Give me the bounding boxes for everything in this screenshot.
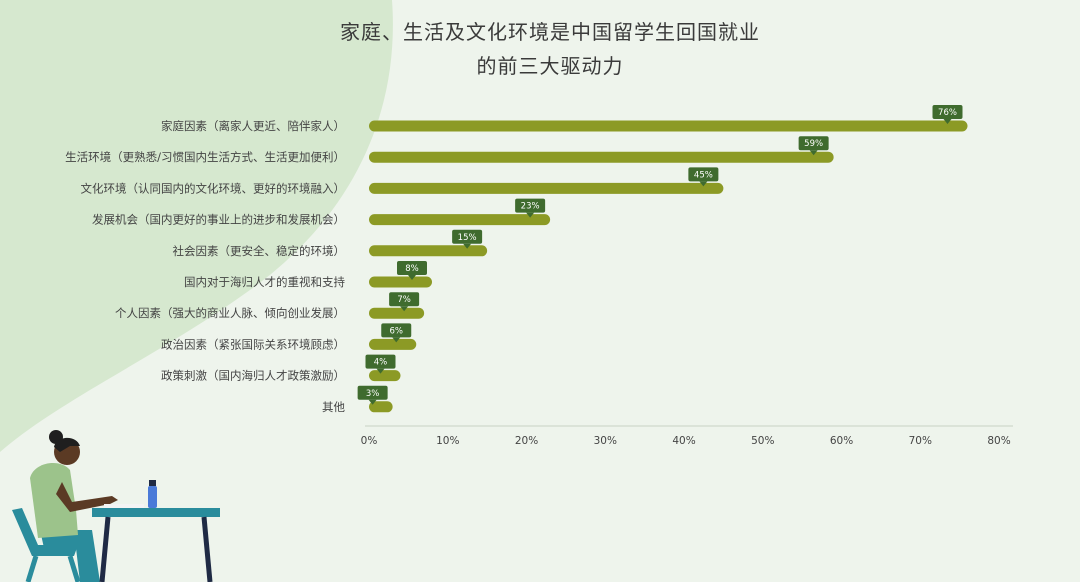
data-label: 7%	[389, 292, 420, 312]
x-tick-label: 30%	[594, 435, 617, 447]
bar	[369, 151, 834, 163]
background-blob	[0, 0, 393, 452]
bar	[369, 182, 724, 194]
data-label-bubble	[389, 292, 420, 307]
data-label-text: 7%	[397, 295, 411, 305]
data-label-pointer	[392, 337, 401, 343]
data-label-text: 8%	[405, 264, 419, 274]
chart-title-line-2: 的前三大驱动力	[476, 54, 624, 78]
data-label-text: 23%	[521, 202, 540, 212]
data-label-pointer	[463, 243, 472, 249]
water-bottle-cap	[149, 480, 156, 486]
data-label-bubble	[798, 136, 829, 151]
category-label: 政策刺激（国内海归人才政策激励）	[161, 369, 345, 383]
data-label-pointer	[526, 212, 535, 218]
data-label-pointer	[400, 306, 409, 312]
x-tick-label: 10%	[436, 435, 459, 447]
bar	[369, 245, 488, 257]
data-label: 6%	[381, 323, 412, 343]
desk-leg	[99, 516, 111, 582]
x-tick-label: 70%	[909, 435, 932, 447]
data-label: 23%	[515, 198, 546, 218]
data-label-pointer	[368, 399, 377, 405]
data-label-bubble	[397, 261, 427, 275]
desk-top	[92, 508, 220, 517]
data-label-bubble	[381, 323, 412, 338]
person-shirt	[30, 463, 78, 538]
data-label-text: 59%	[804, 139, 823, 149]
data-label-text: 15%	[458, 233, 477, 243]
data-label: 76%	[932, 105, 963, 124]
data-label: 3%	[357, 385, 388, 405]
bar	[369, 307, 425, 319]
data-label-text: 6%	[390, 326, 404, 336]
x-tick-label: 0%	[361, 435, 378, 447]
data-label: 59%	[798, 136, 829, 156]
data-label-bubble	[932, 105, 963, 119]
category-label: 文化环境（认同国内的文化环境、更好的环境融入）	[81, 181, 346, 195]
data-label-bubble	[688, 167, 719, 182]
x-tick-label: 40%	[672, 435, 695, 447]
x-tick-label: 20%	[515, 435, 538, 447]
data-label-text: 3%	[366, 389, 380, 399]
x-tick-label: 50%	[751, 435, 774, 447]
data-label-pointer	[408, 275, 416, 280]
chair-leg	[25, 555, 39, 582]
bar	[369, 120, 968, 132]
person-legs	[40, 530, 100, 582]
data-label: 15%	[452, 229, 483, 249]
water-bottle	[148, 486, 157, 508]
category-label: 政治因素（紧张国际关系环境顾虑）	[161, 337, 345, 351]
chair-leg	[67, 555, 81, 582]
bar	[369, 214, 551, 226]
data-label: 8%	[397, 261, 427, 280]
category-label: 国内对于海归人才的重视和支持	[184, 275, 345, 289]
laptop	[104, 504, 144, 508]
data-label-bubble	[452, 229, 483, 244]
category-label: 家庭因素（离家人更近、陪伴家人）	[161, 119, 345, 133]
data-label-pointer	[376, 368, 385, 374]
desk-leg	[201, 516, 213, 582]
category-label: 发展机会（国内更好的事业上的进步和发展机会）	[92, 213, 345, 227]
data-label-text: 4%	[374, 358, 388, 368]
data-label-text: 45%	[694, 170, 713, 180]
person-arm	[56, 482, 118, 512]
person-hair	[54, 437, 80, 452]
category-label: 其他	[322, 400, 345, 414]
bar	[369, 338, 417, 350]
data-label-pointer	[809, 150, 818, 156]
bar	[369, 370, 401, 382]
data-label-pointer	[943, 119, 952, 124]
category-label: 生活环境（更熟悉/习惯国内生活方式、生活更加便利）	[65, 150, 345, 164]
bar	[369, 401, 393, 413]
data-label: 4%	[365, 354, 396, 374]
chart-title-line-1: 家庭、生活及文化环境是中国留学生回国就业	[340, 20, 760, 44]
x-tick-label: 60%	[830, 435, 853, 447]
person-at-desk-illustration	[12, 430, 220, 582]
data-label-pointer	[699, 181, 708, 187]
x-tick-label: 80%	[987, 435, 1010, 447]
data-label-bubble	[357, 385, 388, 400]
data-label: 45%	[688, 167, 719, 187]
data-label-bubble	[515, 198, 546, 213]
category-label: 社会因素（更安全、稳定的环境）	[173, 244, 346, 258]
chair	[12, 508, 78, 556]
data-label-text: 76%	[938, 108, 957, 118]
category-label: 个人因素（强大的商业人脉、倾向创业发展）	[115, 306, 345, 320]
bar	[369, 276, 432, 288]
data-label-bubble	[365, 354, 396, 369]
